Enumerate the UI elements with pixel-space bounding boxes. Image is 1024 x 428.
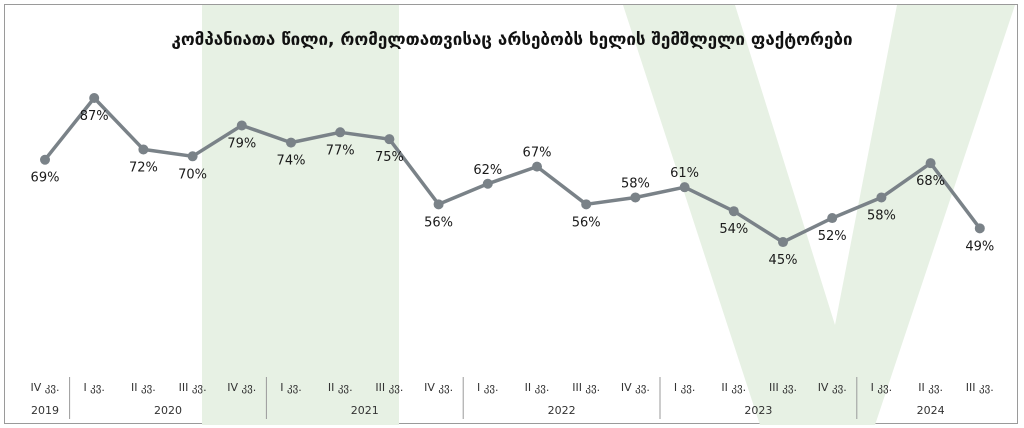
watermark-bar [202,5,399,425]
quarter-tick-label: III კვ. [375,381,403,394]
quarter-tick-label: II კვ. [525,381,550,394]
data-point [286,137,296,148]
data-label: 52% [818,229,847,244]
quarter-tick-label: I კვ. [477,381,499,394]
quarter-tick-label: III კვ. [179,381,207,394]
data-point [335,127,346,138]
data-point [187,151,198,162]
quarter-tick-label: III კვ. [572,381,600,394]
data-point [778,237,788,248]
data-label: 61% [670,166,699,181]
quarter-tick-label: IV კვ. [30,381,59,394]
data-point [236,120,247,131]
data-point [138,144,149,155]
quarter-tick-label: II კვ. [328,381,353,394]
quarter-tick-label: II კვ. [721,381,746,394]
data-label-layer: 69% 87% 72% 70% 79% 74% 77% 75% 56% 62% 67% 56% 58% 6… [31,109,995,268]
quarter-tick-label: III კვ. [966,381,994,394]
data-point [384,134,395,145]
x-axis: IV კვ. I კვ. II კვ. III კვ. IV კვ. I კვ. II კვ… [30,377,994,419]
year-tick-label: 2022 [548,404,576,417]
quarter-tick-label: IV კვ. [818,381,847,394]
data-label: 67% [523,146,552,161]
quarter-tick-label: I კვ. [674,381,696,394]
data-point [89,93,100,103]
quarter-tick-label: I კვ. [280,381,302,394]
data-label: 56% [572,215,601,230]
quarter-tick-label: II კვ. [131,381,156,394]
data-label: 79% [227,136,256,151]
year-tick-label: 2023 [744,404,772,417]
data-point [532,161,542,172]
data-label: 87% [80,109,109,124]
watermark-logo [202,5,1015,425]
data-label: 54% [719,222,748,237]
series-layer [40,93,985,248]
data-label: 56% [424,215,453,230]
data-label: 62% [473,163,502,178]
data-label: 58% [621,176,650,191]
quarter-tick-label: I კვ. [871,381,893,394]
data-point [827,213,838,224]
year-tick-label: 2020 [154,404,182,417]
data-point [40,154,50,165]
data-label: 49% [965,239,994,254]
data-point [433,199,444,210]
data-label: 74% [277,154,306,169]
data-label: 69% [31,171,60,186]
data-point [581,199,592,210]
data-point [679,182,690,193]
data-point [974,223,985,234]
year-tick-label: 2024 [917,404,945,417]
line-chart: კომპანიათა წილი, რომელთათვისაც არსებობს … [30,5,1015,425]
data-point [876,192,887,203]
year-tick-label: 2021 [351,404,379,417]
data-label: 72% [129,160,158,175]
quarter-tick-label: III კვ. [769,381,797,394]
data-point [630,192,641,203]
quarter-tick-label: II კვ. [918,381,943,394]
data-label: 68% [916,174,945,189]
chart-frame: კომპანიათა წილი, რომელთათვისაც არსებობს … [4,4,1018,425]
quarter-tick-label: IV კვ. [227,381,256,394]
data-point [728,206,739,217]
data-label: 58% [867,208,896,223]
data-point [925,158,936,169]
data-point [482,178,493,189]
quarter-tick-label: IV კვ. [621,381,650,394]
chart-title: კომპანიათა წილი, რომელთათვისაც არსებობს … [171,30,852,50]
data-label: 75% [375,150,404,165]
series-line [43,96,982,244]
data-label: 77% [326,143,355,158]
data-label: 45% [769,253,798,268]
data-label: 70% [178,167,207,182]
quarter-tick-label: I კვ. [83,381,105,394]
quarter-tick-label: IV კვ. [424,381,453,394]
year-tick-label: 2019 [31,404,59,417]
watermark-v [623,5,1015,425]
